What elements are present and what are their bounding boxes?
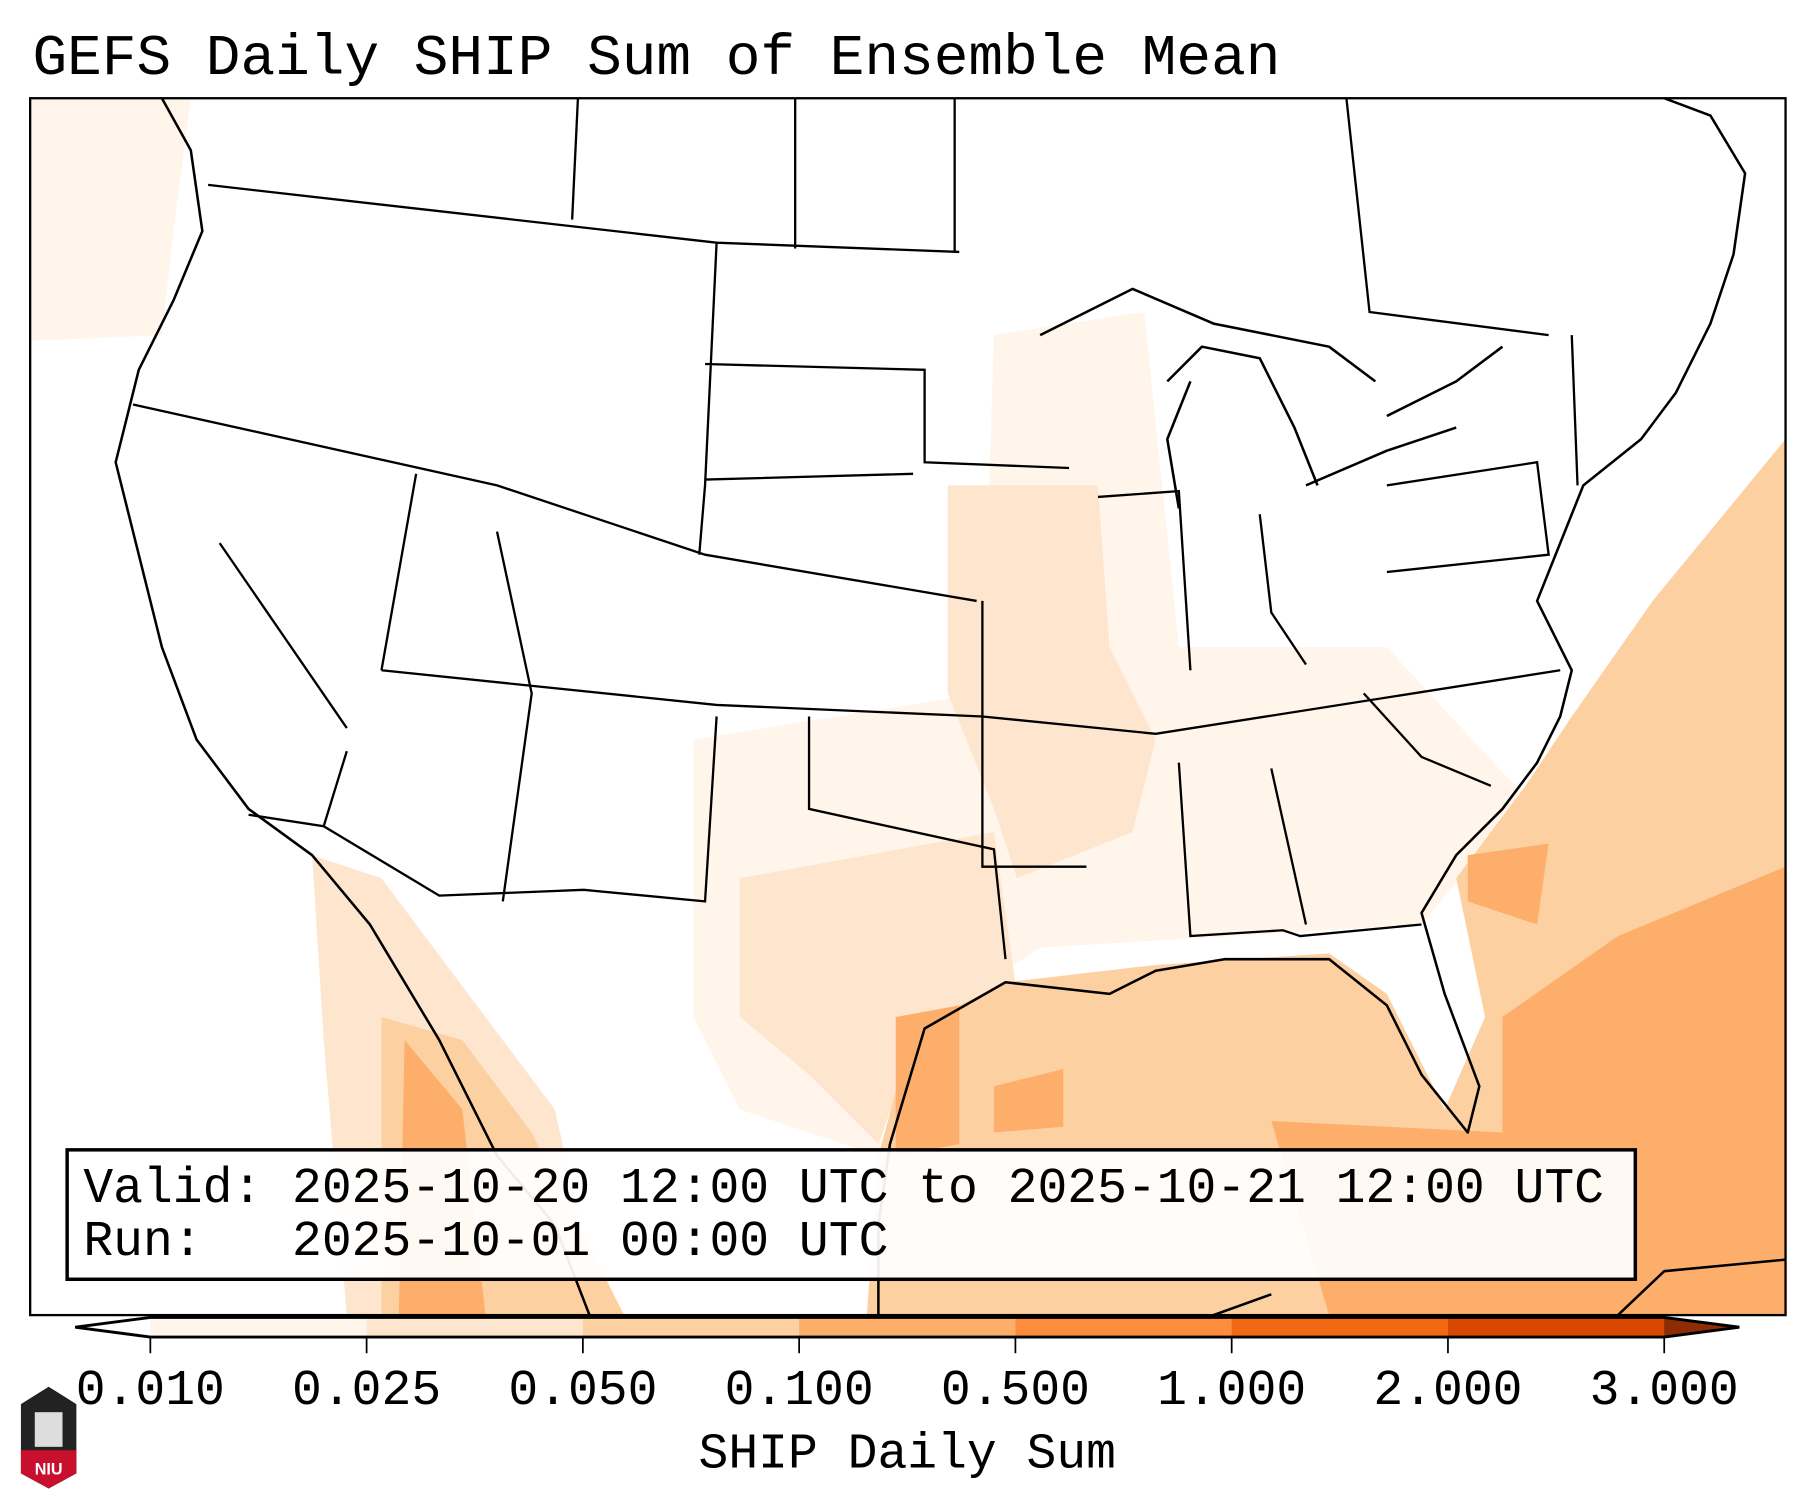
colorbar-segment	[1231, 1317, 1449, 1338]
shade-south-texas	[739, 832, 1018, 1145]
colorbar-extend-under	[75, 1317, 151, 1338]
chart-title: GEFS Daily SHIP Sum of Ensemble Mean	[32, 27, 1280, 92]
map-frame	[29, 97, 1787, 1317]
colorbar-tick-label: 0.100	[725, 1363, 874, 1419]
niu-logo-text: NIU	[35, 1461, 63, 1479]
colorbar-label: SHIP Daily Sum	[699, 1427, 1116, 1483]
colorbar-segment	[582, 1317, 800, 1338]
colorbar-tick-label: 1.000	[1157, 1363, 1306, 1419]
colorbar-tick-label: 0.500	[941, 1363, 1090, 1419]
run-time-text: Run: 2025-10-01 00:00 UTC	[83, 1214, 888, 1270]
shade-central-us-2	[947, 485, 1156, 879]
shade-pacific	[30, 98, 191, 341]
great-lakes	[1039, 287, 1504, 509]
niu-logo: NIU	[20, 1386, 77, 1489]
colorbar: 0.010 0.025 0.050 0.100 0.500 1.000 2.000 3.000	[75, 1315, 1740, 1419]
colorbar-segment	[1447, 1317, 1665, 1338]
map-panel	[30, 98, 1786, 1316]
colorbar-tick-label: 0.050	[508, 1363, 657, 1419]
colorbar-tick-label: 0.025	[292, 1363, 441, 1419]
colorbar-tick-label: 0.010	[76, 1363, 225, 1419]
colorbar-segment	[1015, 1317, 1233, 1338]
colorbar-segment	[799, 1317, 1016, 1338]
valid-time-text: Valid: 2025-10-20 12:00 UTC to 2025-10-2…	[83, 1161, 1604, 1217]
info-box: Valid: 2025-10-20 12:00 UTC to 2025-10-2…	[65, 1148, 1638, 1282]
colorbar-extend-over	[1664, 1317, 1740, 1338]
borders	[132, 98, 1579, 960]
colorbar-tick-label: 3.000	[1590, 1363, 1739, 1419]
colorbar-segment	[366, 1317, 584, 1338]
shade-gulf-medium	[895, 843, 1549, 1156]
colorbar-segment	[150, 1317, 368, 1338]
colorbar-tick-label: 2.000	[1373, 1363, 1522, 1419]
